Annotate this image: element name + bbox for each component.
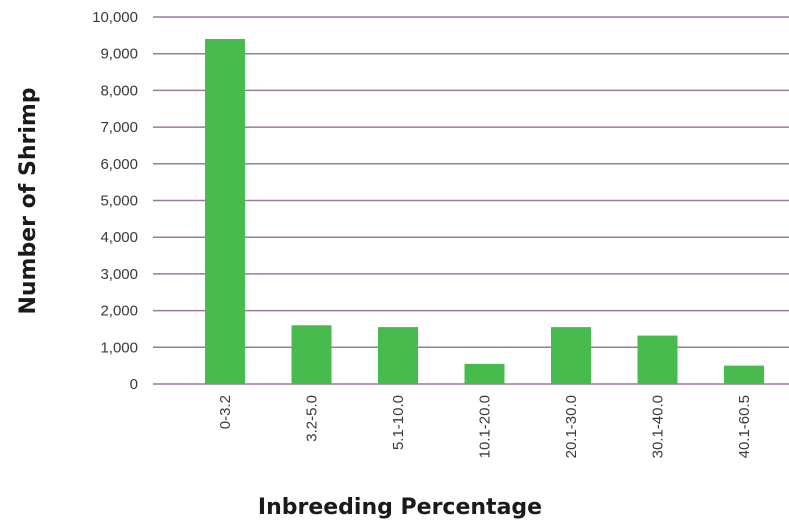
y-tick-label: 0 — [130, 376, 138, 393]
x-tick-label: 0-3.2 — [217, 395, 234, 429]
x-tick-label: 3.2-5.0 — [304, 395, 321, 442]
y-tick-label: 9,000 — [100, 46, 138, 63]
x-axis-title: Inbreeding Percentage — [258, 495, 542, 520]
x-tick-label: 5.1-10.0 — [390, 395, 407, 450]
y-tick-labels: 0 1,000 2,000 3,000 4,000 5,000 6,000 7,000 8,00… — [92, 9, 138, 393]
gridlines — [153, 16, 789, 385]
y-axis-title: Number of Shrimp — [16, 87, 41, 314]
bar-20.1-30.0 — [551, 327, 591, 384]
bar-30.1-40.0 — [637, 335, 678, 384]
x-tick-label: 20.1-30.0 — [563, 395, 580, 458]
bar-40.1-60.5 — [724, 365, 764, 384]
bars — [205, 39, 764, 385]
bar-5.1-10.0 — [378, 327, 418, 384]
y-tick-label: 3,000 — [100, 266, 138, 283]
bar-10.1-20.0 — [464, 363, 505, 384]
y-tick-label: 6,000 — [100, 156, 138, 173]
bar-3.2-5.0 — [291, 325, 332, 384]
bar-0-3.2 — [205, 39, 245, 385]
x-tick-label: 30.1-40.0 — [650, 395, 667, 458]
y-tick-label: 2,000 — [100, 303, 138, 320]
y-tick-label: 4,000 — [100, 229, 138, 246]
y-tick-label: 5,000 — [100, 193, 138, 210]
x-tick-label: 40.1-60.5 — [736, 395, 753, 458]
y-tick-label: 1,000 — [100, 339, 138, 356]
x-tick-label: 10.1-20.0 — [477, 395, 494, 458]
y-tick-label: 8,000 — [100, 82, 138, 99]
x-tick-labels: 0-3.2 3.2-5.0 5.1-10.0 10.1-20.0 20.1-30.0 30… — [217, 395, 753, 458]
y-tick-label: 7,000 — [100, 119, 138, 136]
y-tick-label: 10,000 — [92, 9, 138, 26]
